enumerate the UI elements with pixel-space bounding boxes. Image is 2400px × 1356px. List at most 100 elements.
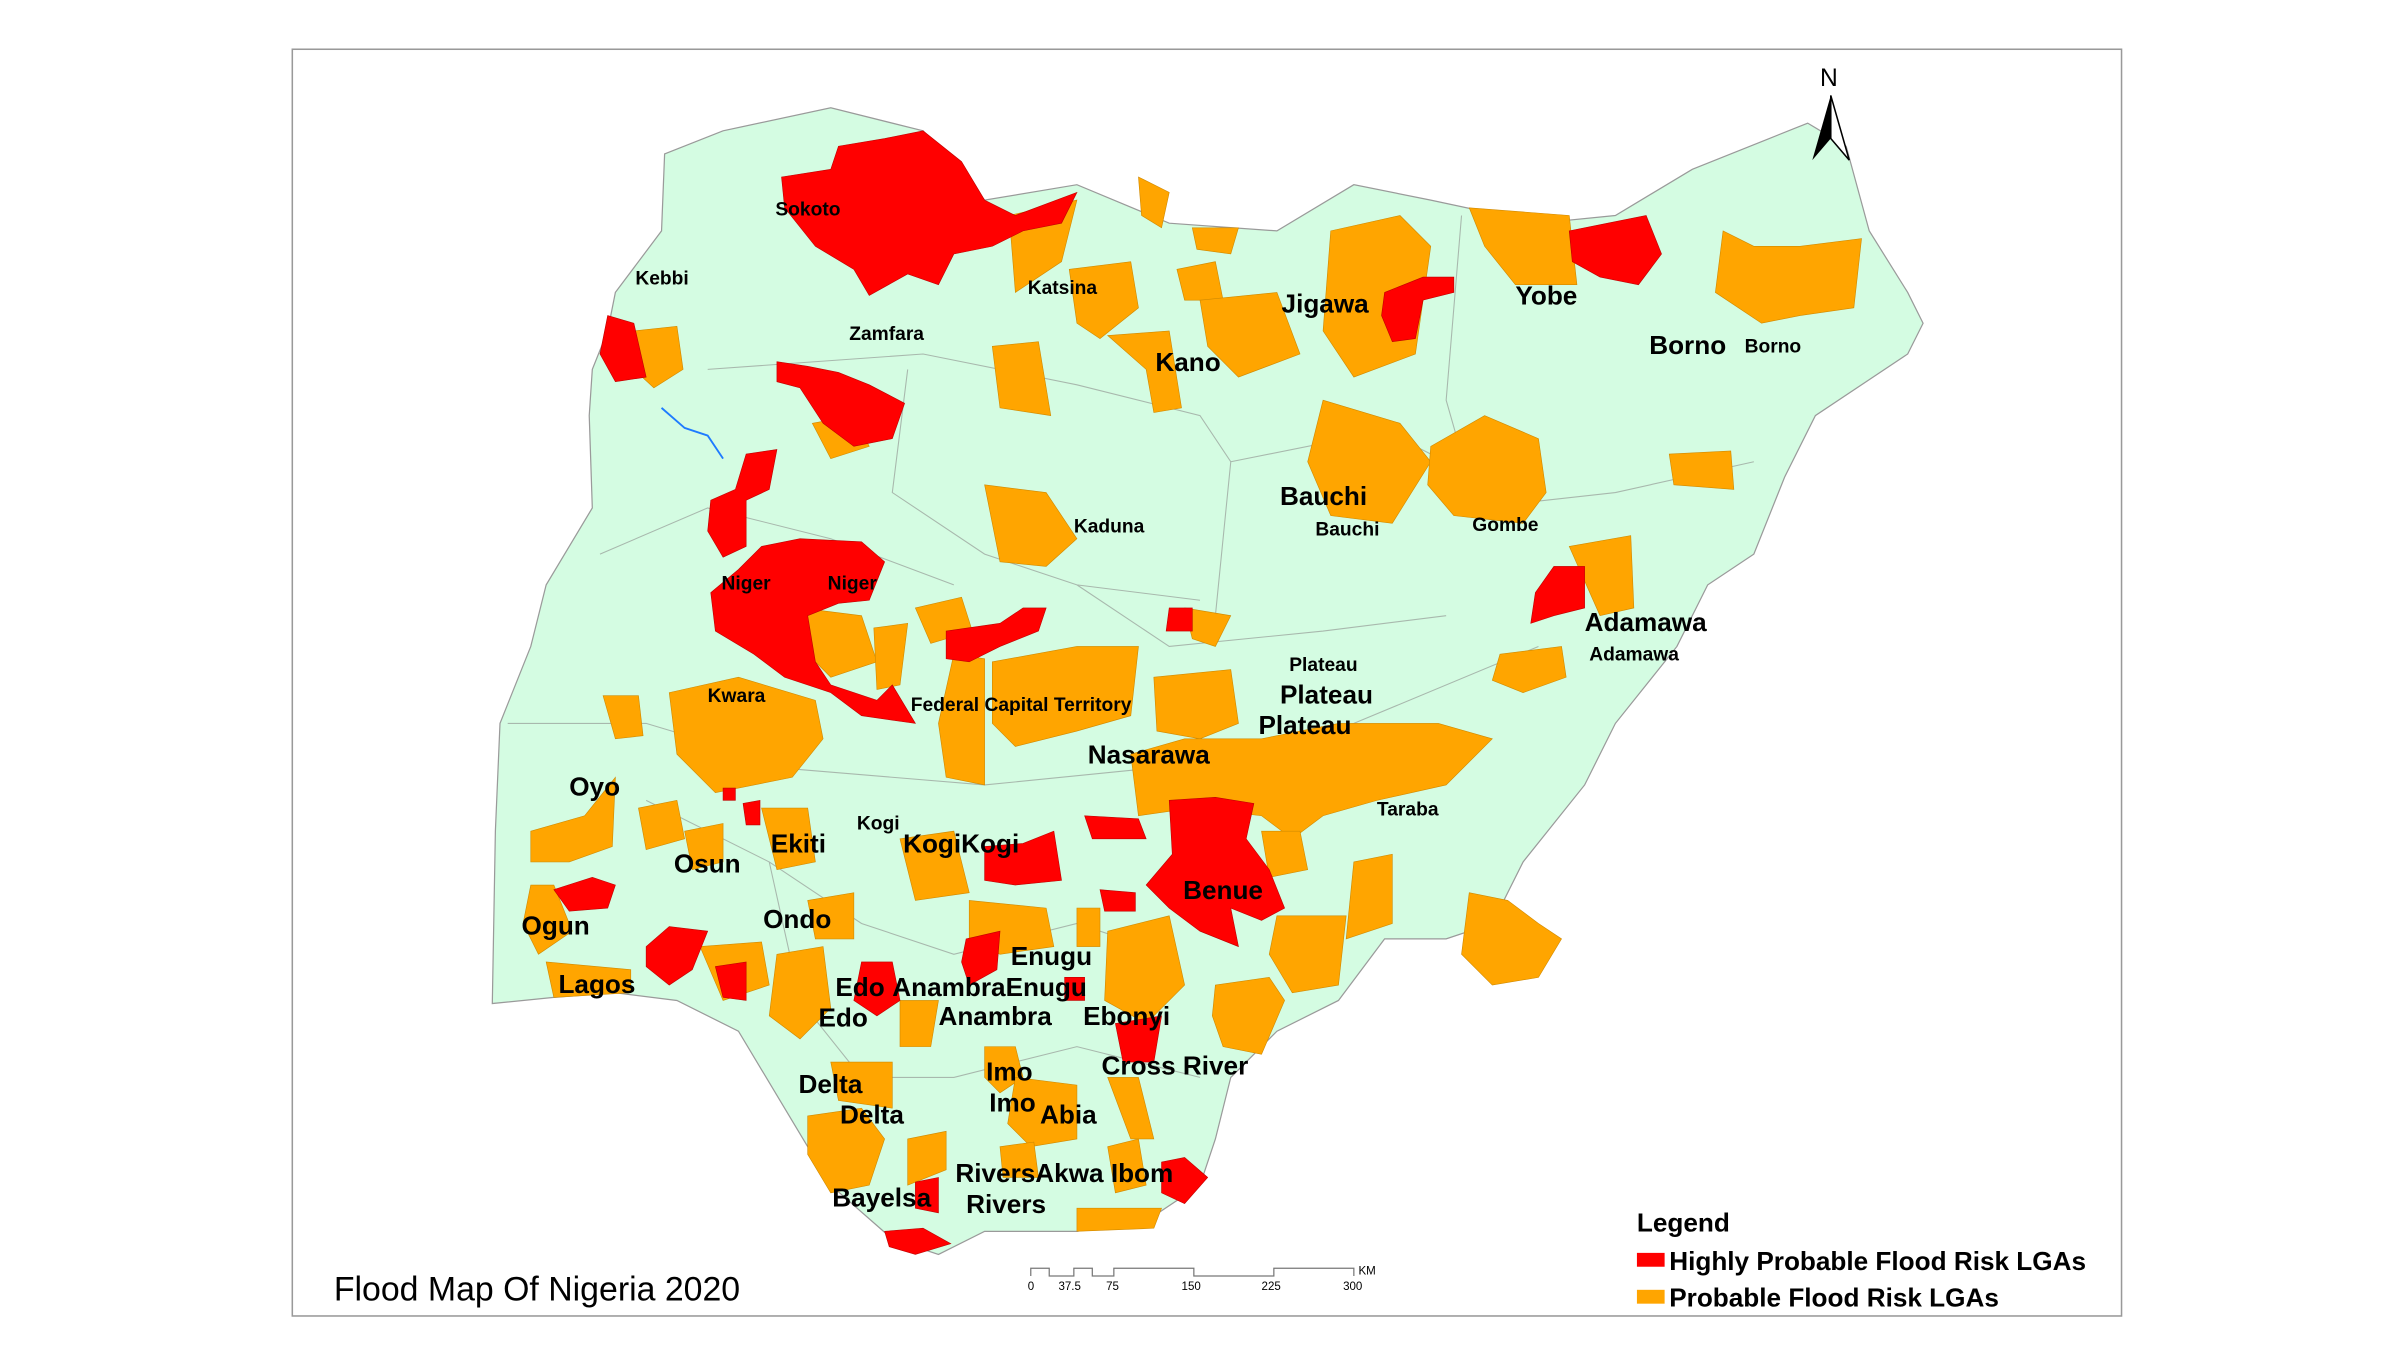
legend-title: Legend [1637, 1207, 1730, 1237]
river [660, 407, 724, 460]
high-risk-area [945, 607, 1047, 663]
legend-label-high-risk: Highly Probable Flood Risk LGAs [1669, 1246, 2086, 1276]
label-taraba: Taraba [1377, 800, 1439, 821]
high-risk-area [553, 876, 616, 912]
probable-area [991, 341, 1052, 416]
north-arrow: N [1812, 65, 1850, 161]
label-borno: Borno [1649, 330, 1726, 360]
state-labels: Sokoto Kebbi Zamfara Katsina Jigawa Kano… [522, 199, 1802, 1218]
map-title: Flood Map Of Nigeria 2020 [334, 1271, 740, 1309]
probable-area [1076, 907, 1101, 947]
probable-area [1076, 1207, 1162, 1232]
probable-area [1153, 669, 1239, 740]
probable-area [1106, 330, 1182, 413]
label-benue: Benue [1183, 875, 1263, 905]
scale-unit: KM [1358, 1265, 1375, 1277]
label-adamawa-2: Adamawa [1589, 644, 1679, 665]
probable-area [907, 1130, 947, 1186]
label-oyo: Oyo [569, 772, 620, 802]
probable-area [761, 807, 816, 870]
probable-area [1307, 399, 1432, 524]
probable-area [899, 830, 970, 901]
probable-area [1461, 892, 1562, 986]
probable-area [1211, 977, 1285, 1055]
label-anambraenugu: AnambraEnugu [892, 972, 1087, 1002]
legend-swatch-high-risk [1636, 1252, 1665, 1267]
label-lagos: Lagos [558, 969, 635, 999]
label-fct: Federal Capital Territory [911, 695, 1132, 716]
legend: Legend Highly Probable Flood Risk LGAs P… [1636, 1207, 2086, 1313]
high-risk-area [599, 315, 647, 383]
high-risk-area [645, 926, 709, 986]
high-risk-area [884, 1227, 952, 1255]
label-ebonyi: Ebonyi [1083, 1001, 1170, 1031]
high-risk-area [984, 830, 1062, 886]
label-osun: Osun [674, 849, 741, 879]
high-risk-area [915, 1177, 939, 1214]
high-risk-area [715, 961, 747, 1001]
label-ekiti: Ekiti [771, 829, 826, 859]
label-jigawa: Jigawa [1282, 288, 1370, 318]
label-plateau: Plateau [1289, 655, 1357, 676]
high-risk-area [710, 538, 916, 724]
label-bauchi: Bauchi [1280, 481, 1367, 511]
probable-area [1668, 450, 1735, 490]
label-kaduna: Kaduna [1074, 517, 1145, 538]
probable-area [938, 653, 985, 786]
high-risk-area [1165, 607, 1193, 632]
probable-area [545, 961, 632, 998]
label-ondo: Ondo [763, 904, 831, 934]
probable-area [984, 1046, 1024, 1094]
label-delta-2: Delta [840, 1100, 904, 1130]
high-risk-area [722, 787, 736, 801]
label-anambra: Anambra [938, 1001, 1052, 1031]
label-enugu: Enugu [1011, 941, 1092, 971]
probable-area [1491, 646, 1567, 693]
probable-area [1199, 292, 1301, 378]
probable-area [522, 884, 573, 955]
label-plateau-2: Plateau [1280, 679, 1373, 709]
label-zamfara: Zamfara [849, 324, 924, 345]
label-rivers: Rivers [966, 1189, 1046, 1219]
label-nasarawa: Nasarawa [1088, 739, 1211, 769]
probable-area [638, 800, 685, 851]
probable-area [530, 776, 616, 863]
probable-area [1007, 1077, 1078, 1148]
label-kwara: Kwara [708, 686, 766, 707]
probable-area [1345, 853, 1393, 940]
probable-area [1568, 535, 1635, 617]
label-ogun: Ogun [522, 910, 590, 940]
label-yobe: Yobe [1515, 281, 1577, 311]
high-risk-areas [553, 130, 1662, 1255]
label-kogikogi: KogiKogi [903, 829, 1019, 859]
high-risk-area [781, 130, 1078, 296]
probable-area [873, 623, 909, 690]
label-kogi: Kogi [857, 814, 900, 835]
probable-area [984, 484, 1078, 567]
label-edo-2: Edo [818, 1003, 867, 1033]
probable-area [1107, 1077, 1155, 1140]
probable-area [684, 823, 724, 871]
probable-area [1261, 830, 1309, 878]
high-risk-area [1084, 815, 1147, 840]
label-plateau-3: Plateau [1258, 710, 1351, 740]
label-niger: Niger [722, 573, 772, 594]
probable-area [807, 1107, 885, 1194]
label-gombe: Gombe [1472, 515, 1539, 536]
label-abia: Abia [1040, 1100, 1097, 1130]
high-risk-area [853, 961, 901, 1017]
probable-area [992, 646, 1139, 747]
label-niger-2: Niger [828, 573, 878, 594]
probable-area [830, 1061, 893, 1109]
probable-area [807, 892, 855, 940]
high-risk-area [742, 799, 761, 826]
label-kebbi: Kebbi [635, 269, 688, 290]
probable-area [1427, 415, 1547, 524]
scale-tick: 150 [1182, 1281, 1201, 1293]
label-cross-river: Cross River [1102, 1050, 1249, 1080]
label-edo: Edo [835, 972, 884, 1002]
probable-area [768, 946, 832, 1040]
high-risk-area [961, 930, 1001, 986]
label-rivers-akwa-ibom: RiversAkwa Ibom [955, 1158, 1173, 1188]
